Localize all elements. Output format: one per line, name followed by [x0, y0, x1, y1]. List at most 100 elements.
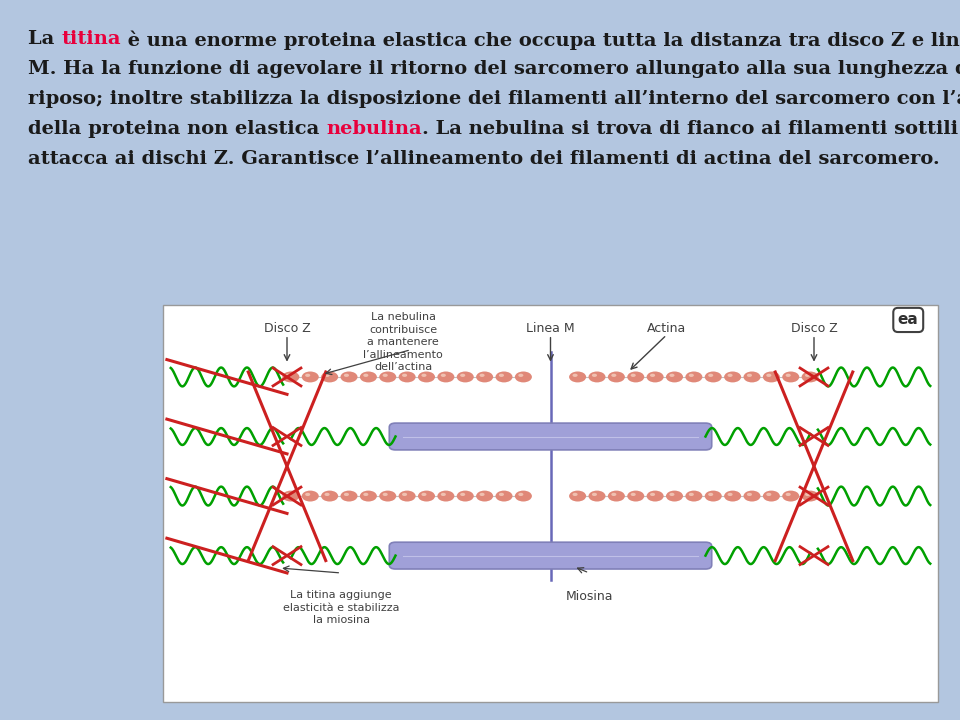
- Circle shape: [612, 374, 616, 377]
- Circle shape: [763, 490, 780, 502]
- Circle shape: [418, 490, 435, 502]
- Bar: [163, 305, 938, 702]
- Circle shape: [518, 374, 523, 377]
- Circle shape: [608, 372, 625, 382]
- Circle shape: [499, 374, 504, 377]
- Circle shape: [728, 374, 732, 377]
- Circle shape: [286, 374, 291, 377]
- Circle shape: [282, 372, 300, 382]
- Circle shape: [324, 374, 329, 377]
- Circle shape: [747, 374, 752, 377]
- Circle shape: [650, 374, 655, 377]
- Circle shape: [572, 374, 578, 377]
- Circle shape: [476, 490, 493, 502]
- Text: La titina aggiunge
elasticità e stabilizza
la miosina: La titina aggiunge elasticità e stabiliz…: [283, 590, 399, 625]
- Circle shape: [588, 372, 606, 382]
- Circle shape: [688, 492, 694, 496]
- Circle shape: [743, 372, 760, 382]
- Circle shape: [515, 372, 532, 382]
- Circle shape: [631, 374, 636, 377]
- Circle shape: [647, 490, 663, 502]
- Text: . La nebulina si trova di fianco ai filamenti sottili e si: . La nebulina si trova di fianco ai fila…: [421, 120, 960, 138]
- Circle shape: [685, 490, 703, 502]
- Circle shape: [612, 492, 616, 496]
- Circle shape: [324, 492, 329, 496]
- Circle shape: [441, 374, 445, 377]
- Text: La: La: [28, 30, 61, 48]
- Circle shape: [360, 372, 377, 382]
- Circle shape: [421, 492, 426, 496]
- Circle shape: [785, 492, 791, 496]
- Circle shape: [724, 490, 741, 502]
- Circle shape: [282, 490, 300, 502]
- Circle shape: [402, 374, 407, 377]
- Circle shape: [301, 372, 319, 382]
- Circle shape: [363, 374, 369, 377]
- Circle shape: [666, 490, 683, 502]
- Circle shape: [666, 372, 683, 382]
- Text: riposo; inoltre stabilizza la disposizione dei filamenti all’interno del sarcome: riposo; inoltre stabilizza la disposizio…: [28, 90, 960, 108]
- Circle shape: [383, 374, 388, 377]
- Circle shape: [627, 490, 644, 502]
- Circle shape: [588, 490, 606, 502]
- Circle shape: [305, 374, 310, 377]
- Circle shape: [805, 492, 810, 496]
- Circle shape: [569, 490, 587, 502]
- Circle shape: [705, 490, 722, 502]
- Circle shape: [344, 374, 349, 377]
- Circle shape: [805, 374, 810, 377]
- Circle shape: [495, 490, 513, 502]
- Circle shape: [479, 492, 485, 496]
- Circle shape: [379, 490, 396, 502]
- Text: Disco Z: Disco Z: [791, 322, 837, 335]
- Circle shape: [572, 492, 578, 496]
- Circle shape: [363, 492, 369, 496]
- Circle shape: [763, 372, 780, 382]
- Circle shape: [341, 372, 357, 382]
- Circle shape: [360, 490, 377, 502]
- Circle shape: [708, 374, 713, 377]
- Circle shape: [592, 374, 597, 377]
- Circle shape: [766, 492, 772, 496]
- Circle shape: [457, 490, 474, 502]
- Text: Disco Z: Disco Z: [264, 322, 310, 335]
- Circle shape: [515, 490, 532, 502]
- Circle shape: [418, 372, 435, 382]
- Text: titina: titina: [61, 30, 121, 48]
- FancyBboxPatch shape: [390, 423, 711, 450]
- Text: nebulina: nebulina: [326, 120, 421, 138]
- Circle shape: [724, 372, 741, 382]
- Text: Linea M: Linea M: [526, 322, 575, 335]
- Circle shape: [438, 490, 454, 502]
- Circle shape: [421, 374, 426, 377]
- Circle shape: [669, 374, 675, 377]
- Circle shape: [398, 490, 416, 502]
- Circle shape: [782, 490, 800, 502]
- Text: della proteina non elastica: della proteina non elastica: [28, 120, 326, 138]
- Circle shape: [305, 492, 310, 496]
- Circle shape: [479, 374, 485, 377]
- Text: Miosina: Miosina: [565, 590, 613, 603]
- Circle shape: [802, 372, 819, 382]
- Circle shape: [457, 372, 474, 382]
- Text: La nebulina
contribuisce
a mantenere
l’allineamento
dell’actina: La nebulina contribuisce a mantenere l’a…: [364, 312, 444, 372]
- Circle shape: [301, 490, 319, 502]
- FancyBboxPatch shape: [390, 542, 711, 569]
- Circle shape: [766, 374, 772, 377]
- Circle shape: [460, 374, 466, 377]
- Circle shape: [398, 372, 416, 382]
- Circle shape: [708, 492, 713, 496]
- Circle shape: [569, 372, 587, 382]
- Circle shape: [782, 372, 800, 382]
- Circle shape: [688, 374, 694, 377]
- Circle shape: [685, 372, 703, 382]
- Circle shape: [647, 372, 663, 382]
- Circle shape: [705, 372, 722, 382]
- Circle shape: [631, 492, 636, 496]
- Circle shape: [747, 492, 752, 496]
- Circle shape: [592, 492, 597, 496]
- Circle shape: [321, 372, 338, 382]
- Circle shape: [321, 490, 338, 502]
- Circle shape: [802, 490, 819, 502]
- Circle shape: [669, 492, 675, 496]
